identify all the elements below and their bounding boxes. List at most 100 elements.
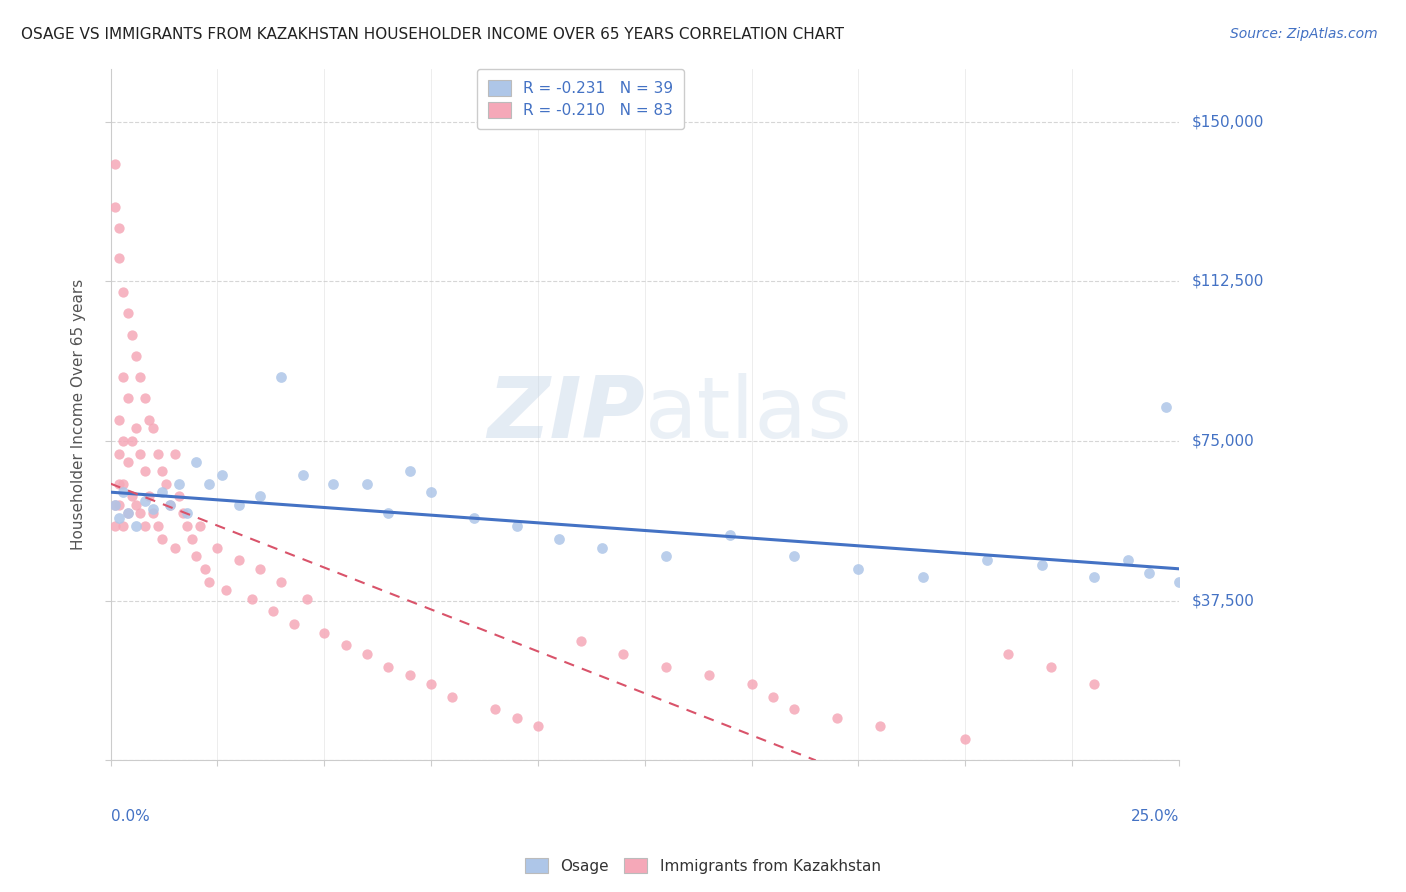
Point — [129, 507, 152, 521]
Point — [569, 634, 592, 648]
Point — [108, 447, 131, 461]
Text: $75,000: $75,000 — [1192, 434, 1254, 449]
Point — [129, 370, 152, 384]
Point — [198, 574, 221, 589]
Point — [117, 455, 139, 469]
Point — [398, 668, 420, 682]
Point — [207, 541, 229, 555]
Point — [1039, 659, 1062, 673]
Point — [377, 507, 399, 521]
Point — [484, 702, 506, 716]
Point — [1168, 574, 1191, 589]
Text: Source: ZipAtlas.com: Source: ZipAtlas.com — [1230, 27, 1378, 41]
Point — [121, 434, 143, 448]
Point — [134, 493, 156, 508]
Point — [108, 413, 131, 427]
Point — [356, 647, 378, 661]
Point — [117, 392, 139, 406]
Point — [138, 413, 160, 427]
Point — [655, 659, 678, 673]
Point — [193, 562, 215, 576]
Point — [142, 421, 165, 435]
Point — [150, 532, 173, 546]
Point — [176, 519, 198, 533]
Point — [104, 519, 127, 533]
Point — [215, 583, 238, 598]
Point — [762, 690, 785, 704]
Point — [377, 659, 399, 673]
Point — [240, 591, 263, 606]
Point — [117, 507, 139, 521]
Point — [112, 519, 135, 533]
Point — [134, 464, 156, 478]
Point — [112, 285, 135, 299]
Point — [146, 447, 169, 461]
Point — [420, 677, 443, 691]
Point — [125, 519, 148, 533]
Text: atlas: atlas — [645, 373, 853, 456]
Point — [848, 562, 870, 576]
Legend: Osage, Immigrants from Kazakhstan: Osage, Immigrants from Kazakhstan — [519, 852, 887, 880]
Point — [112, 476, 135, 491]
Point — [104, 498, 127, 512]
Point — [1083, 677, 1105, 691]
Point — [1137, 566, 1160, 580]
Y-axis label: Householder Income Over 65 years: Householder Income Over 65 years — [72, 279, 86, 550]
Point — [718, 527, 741, 541]
Point — [270, 574, 292, 589]
Point — [176, 507, 198, 521]
Point — [167, 490, 190, 504]
Point — [117, 306, 139, 320]
Point — [262, 604, 284, 618]
Point — [129, 447, 152, 461]
Point — [398, 464, 420, 478]
Point — [125, 498, 148, 512]
Point — [150, 485, 173, 500]
Point — [249, 562, 271, 576]
Point — [291, 468, 314, 483]
Point — [159, 498, 181, 512]
Point — [697, 668, 720, 682]
Point — [108, 498, 131, 512]
Point — [591, 541, 613, 555]
Point — [184, 455, 207, 469]
Point — [825, 711, 848, 725]
Point — [335, 639, 357, 653]
Point — [108, 510, 131, 524]
Point — [142, 502, 165, 516]
Point — [612, 647, 634, 661]
Point — [108, 476, 131, 491]
Point — [527, 719, 550, 733]
Point — [104, 157, 127, 171]
Point — [163, 541, 186, 555]
Point — [163, 447, 186, 461]
Point — [108, 251, 131, 265]
Point — [314, 625, 336, 640]
Point — [188, 519, 211, 533]
Point — [104, 498, 127, 512]
Point — [295, 591, 318, 606]
Point — [505, 711, 527, 725]
Point — [159, 498, 181, 512]
Point — [112, 370, 135, 384]
Text: 0.0%: 0.0% — [111, 809, 149, 824]
Point — [125, 349, 148, 363]
Point — [270, 370, 292, 384]
Point — [1154, 400, 1177, 414]
Point — [441, 690, 464, 704]
Point — [155, 476, 177, 491]
Point — [228, 553, 250, 567]
Point — [134, 392, 156, 406]
Point — [548, 532, 571, 546]
Text: ZIP: ZIP — [486, 373, 645, 456]
Point — [741, 677, 763, 691]
Point — [180, 532, 202, 546]
Point — [249, 490, 271, 504]
Text: $112,500: $112,500 — [1192, 274, 1264, 289]
Point — [228, 498, 250, 512]
Legend: R = -0.231   N = 39, R = -0.210   N = 83: R = -0.231 N = 39, R = -0.210 N = 83 — [478, 70, 683, 128]
Point — [112, 434, 135, 448]
Point — [112, 485, 135, 500]
Point — [104, 200, 127, 214]
Point — [142, 507, 165, 521]
